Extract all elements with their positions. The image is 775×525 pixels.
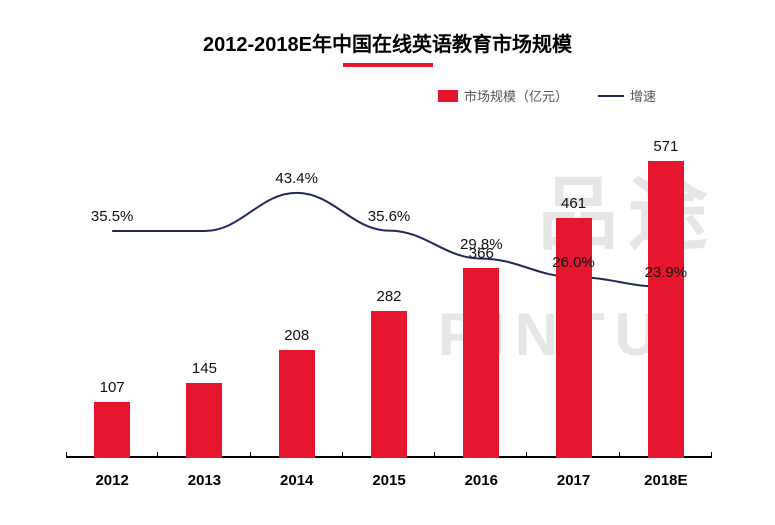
bar-value-label: 282 <box>376 288 401 305</box>
x-tick <box>619 452 620 458</box>
line-value-label: 35.5% <box>91 208 134 225</box>
chart-title: 2012-2018E年中国在线英语教育市场规模 <box>0 28 775 57</box>
legend-swatch-line <box>598 95 624 97</box>
bar-value-label: 145 <box>192 360 217 377</box>
legend: 市场规模（亿元） 增速 <box>438 86 656 105</box>
chart-page: 2012-2018E年中国在线英语教育市场规模 市场规模（亿元） 增速 品途 P… <box>0 0 775 525</box>
legend-item-bar: 市场规模（亿元） <box>438 86 568 105</box>
title-underline <box>343 63 433 67</box>
bar-value-label: 461 <box>561 195 586 212</box>
bar <box>94 402 130 458</box>
x-tick <box>66 452 67 458</box>
line-value-label: 35.6% <box>368 208 411 225</box>
line-value-label: 23.9% <box>645 264 688 281</box>
bar-value-label: 571 <box>653 138 678 155</box>
x-axis-label: 2015 <box>372 472 405 489</box>
x-tick <box>157 452 158 458</box>
plot-area: 1072012145201320820142822015366201646120… <box>66 120 712 458</box>
bar <box>463 268 499 458</box>
bar <box>279 350 315 458</box>
bar <box>186 383 222 458</box>
line-value-label: 26.0% <box>552 254 595 271</box>
legend-swatch-bar <box>438 90 458 102</box>
legend-label-bar: 市场规模（亿元） <box>464 86 568 105</box>
x-axis-label: 2012 <box>95 472 128 489</box>
bar <box>371 311 407 458</box>
x-axis-label: 2017 <box>557 472 590 489</box>
x-axis-label: 2018E <box>644 472 687 489</box>
x-tick <box>434 452 435 458</box>
x-tick <box>342 452 343 458</box>
x-tick <box>250 452 251 458</box>
line-value-label: 29.8% <box>460 236 503 253</box>
x-tick <box>526 452 527 458</box>
bar-value-label: 107 <box>100 379 125 396</box>
bar <box>648 161 684 458</box>
bar-value-label: 208 <box>284 327 309 344</box>
x-tick <box>711 452 712 458</box>
x-axis-label: 2014 <box>280 472 313 489</box>
x-axis-label: 2013 <box>188 472 221 489</box>
x-axis-label: 2016 <box>465 472 498 489</box>
legend-item-line: 增速 <box>598 86 656 105</box>
legend-label-line: 增速 <box>630 86 656 105</box>
line-value-label: 43.4% <box>275 170 318 187</box>
